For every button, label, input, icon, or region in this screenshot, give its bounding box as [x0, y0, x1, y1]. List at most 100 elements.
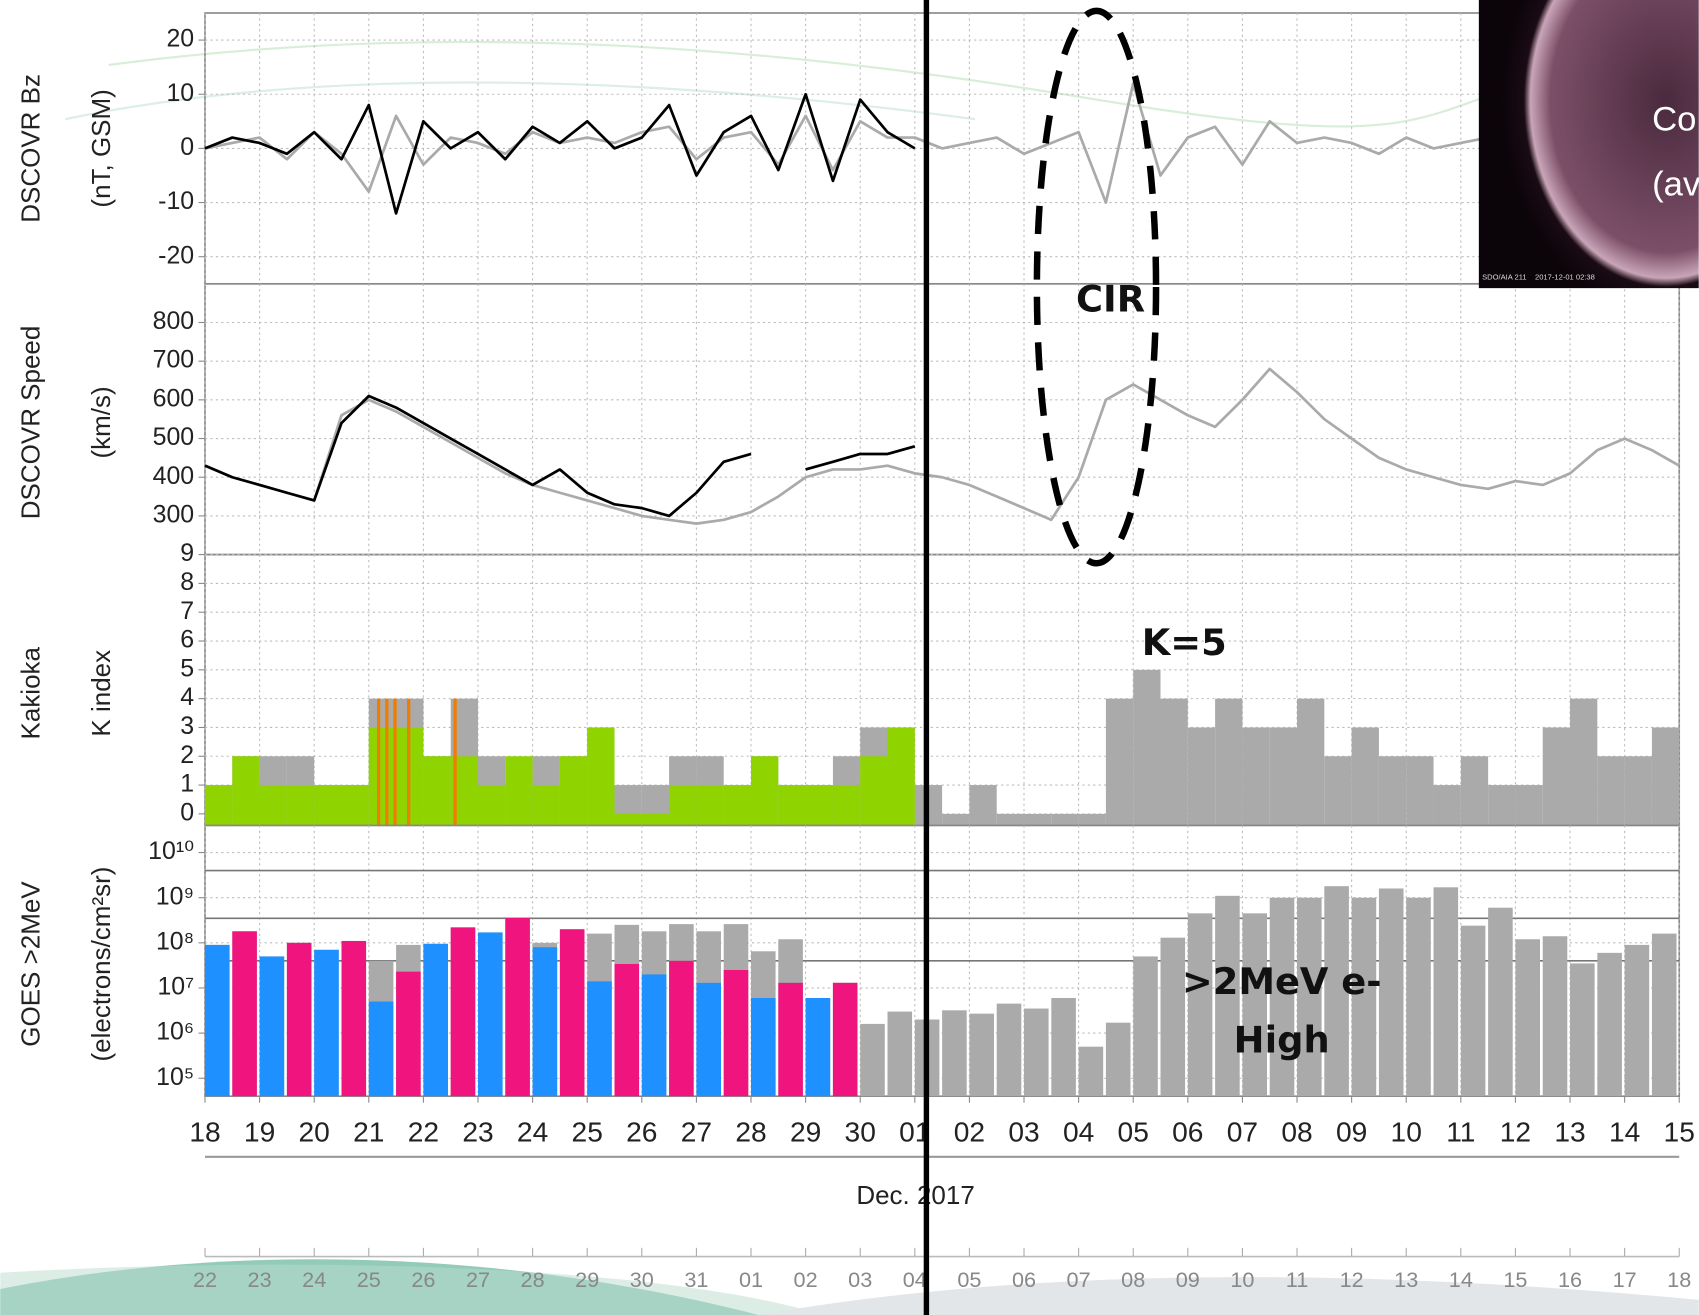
bar	[833, 785, 860, 825]
bar	[369, 1002, 394, 1097]
bar	[724, 785, 751, 825]
x2-tick-label: 16	[1558, 1267, 1582, 1292]
bar	[1379, 888, 1404, 1096]
x2-tick-label: 08	[1121, 1267, 1145, 1292]
bar	[1379, 756, 1406, 825]
bar	[942, 1010, 967, 1096]
x-tick-label: 24	[517, 1117, 548, 1148]
x-tick-label: 22	[408, 1117, 439, 1148]
x2-tick-label: 04	[903, 1267, 927, 1292]
bar	[1242, 727, 1269, 825]
y-tick-label: 10⁸	[156, 927, 194, 955]
bar	[560, 929, 585, 1096]
bar	[1133, 670, 1160, 826]
y-tick-label: 800	[153, 307, 195, 335]
inset-text: (av	[1652, 165, 1699, 203]
y-axis-label: (nT, GSM)	[86, 89, 116, 207]
bar	[1324, 756, 1351, 825]
panel-label: DSCOVR Bz	[16, 74, 46, 223]
bar	[505, 918, 530, 1096]
bar	[1488, 785, 1515, 825]
bar	[587, 727, 614, 825]
bar	[1543, 727, 1570, 825]
bar	[833, 983, 858, 1096]
x2-tick-label: 10	[1230, 1267, 1254, 1292]
bar	[615, 814, 642, 826]
x2-tick-label: 22	[193, 1267, 217, 1292]
bar	[423, 756, 450, 825]
bar	[393, 699, 396, 826]
y-tick-label: 10⁷	[157, 973, 194, 1001]
x2-tick-label: 15	[1503, 1267, 1527, 1292]
x-tick-label: 14	[1609, 1117, 1640, 1148]
bar	[1352, 727, 1379, 825]
bar	[423, 944, 448, 1096]
bar	[1570, 963, 1595, 1096]
x-tick-label: 05	[1118, 1117, 1149, 1148]
bar	[369, 727, 396, 825]
bar	[1570, 699, 1597, 826]
bar	[342, 785, 369, 825]
y-tick-label: 400	[153, 462, 195, 490]
y-tick-label: 700	[153, 346, 195, 374]
bar	[696, 983, 721, 1096]
bar	[407, 699, 410, 826]
panel-frame	[205, 284, 1679, 555]
x-axis-label: Dec. 2017	[856, 1180, 974, 1210]
x2-tick-label: 09	[1176, 1267, 1200, 1292]
bar	[205, 785, 232, 825]
x-tick-label: 12	[1500, 1117, 1531, 1148]
x2-tick-label: 13	[1394, 1267, 1418, 1292]
bar	[1106, 699, 1133, 826]
bar	[669, 785, 696, 825]
bar	[1406, 898, 1431, 1096]
y-tick-label: 4	[180, 683, 194, 711]
bar	[1024, 814, 1051, 826]
x-tick-label: 25	[572, 1117, 603, 1148]
bar	[1133, 956, 1158, 1096]
bar	[1024, 1009, 1049, 1097]
y-tick-label: 300	[153, 500, 195, 528]
plot-area: -20-1001020DSCOVR Bz(nT, GSM)30040050060…	[16, 13, 1695, 1292]
x2-tick-label: 26	[411, 1267, 435, 1292]
y-tick-label: 10⁹	[156, 882, 194, 910]
x-tick-label: 09	[1336, 1117, 1367, 1148]
x2-tick-label: 17	[1613, 1267, 1637, 1292]
bar	[997, 1004, 1022, 1097]
y-tick-label: 3	[180, 712, 194, 740]
inset-text: Co	[1652, 100, 1696, 138]
x2-tick-label: 23	[248, 1267, 272, 1292]
bar	[642, 814, 669, 826]
bar	[1079, 1047, 1104, 1097]
inset-background	[1479, 0, 1699, 288]
bar	[696, 785, 723, 825]
x-tick-label: 15	[1664, 1117, 1695, 1148]
chart: -20-1001020DSCOVR Bz(nT, GSM)30040050060…	[0, 0, 1699, 1315]
panel-label: DSCOVR Speed	[16, 326, 46, 520]
bar	[1406, 756, 1433, 825]
bar	[1461, 926, 1486, 1097]
panel-label: Kakioka	[16, 646, 46, 739]
x-tick-label: 23	[462, 1117, 493, 1148]
y-tick-label: 600	[153, 384, 195, 412]
bar	[997, 814, 1024, 826]
bar	[1625, 756, 1652, 825]
bar	[587, 981, 612, 1096]
inset-caption: SDO/AIA 211 2017-12-01 02:38	[1482, 272, 1595, 281]
bar	[1434, 887, 1459, 1096]
y-tick-label: 500	[153, 423, 195, 451]
bar	[1461, 756, 1488, 825]
y-tick-label: 10⁵	[156, 1063, 194, 1091]
bar	[205, 945, 230, 1096]
bar	[1434, 785, 1461, 825]
series-line	[205, 396, 915, 516]
panel-label: GOES >2MeV	[16, 881, 46, 1047]
bar	[342, 941, 367, 1096]
bar	[1515, 785, 1542, 825]
y-tick-label: 10¹⁰	[148, 837, 194, 865]
x2-tick-label: 18	[1667, 1267, 1691, 1292]
annotation: High	[1234, 1019, 1330, 1062]
y-tick-label: 10	[166, 79, 194, 107]
bar	[806, 785, 833, 825]
y-tick-label: -20	[158, 241, 194, 269]
